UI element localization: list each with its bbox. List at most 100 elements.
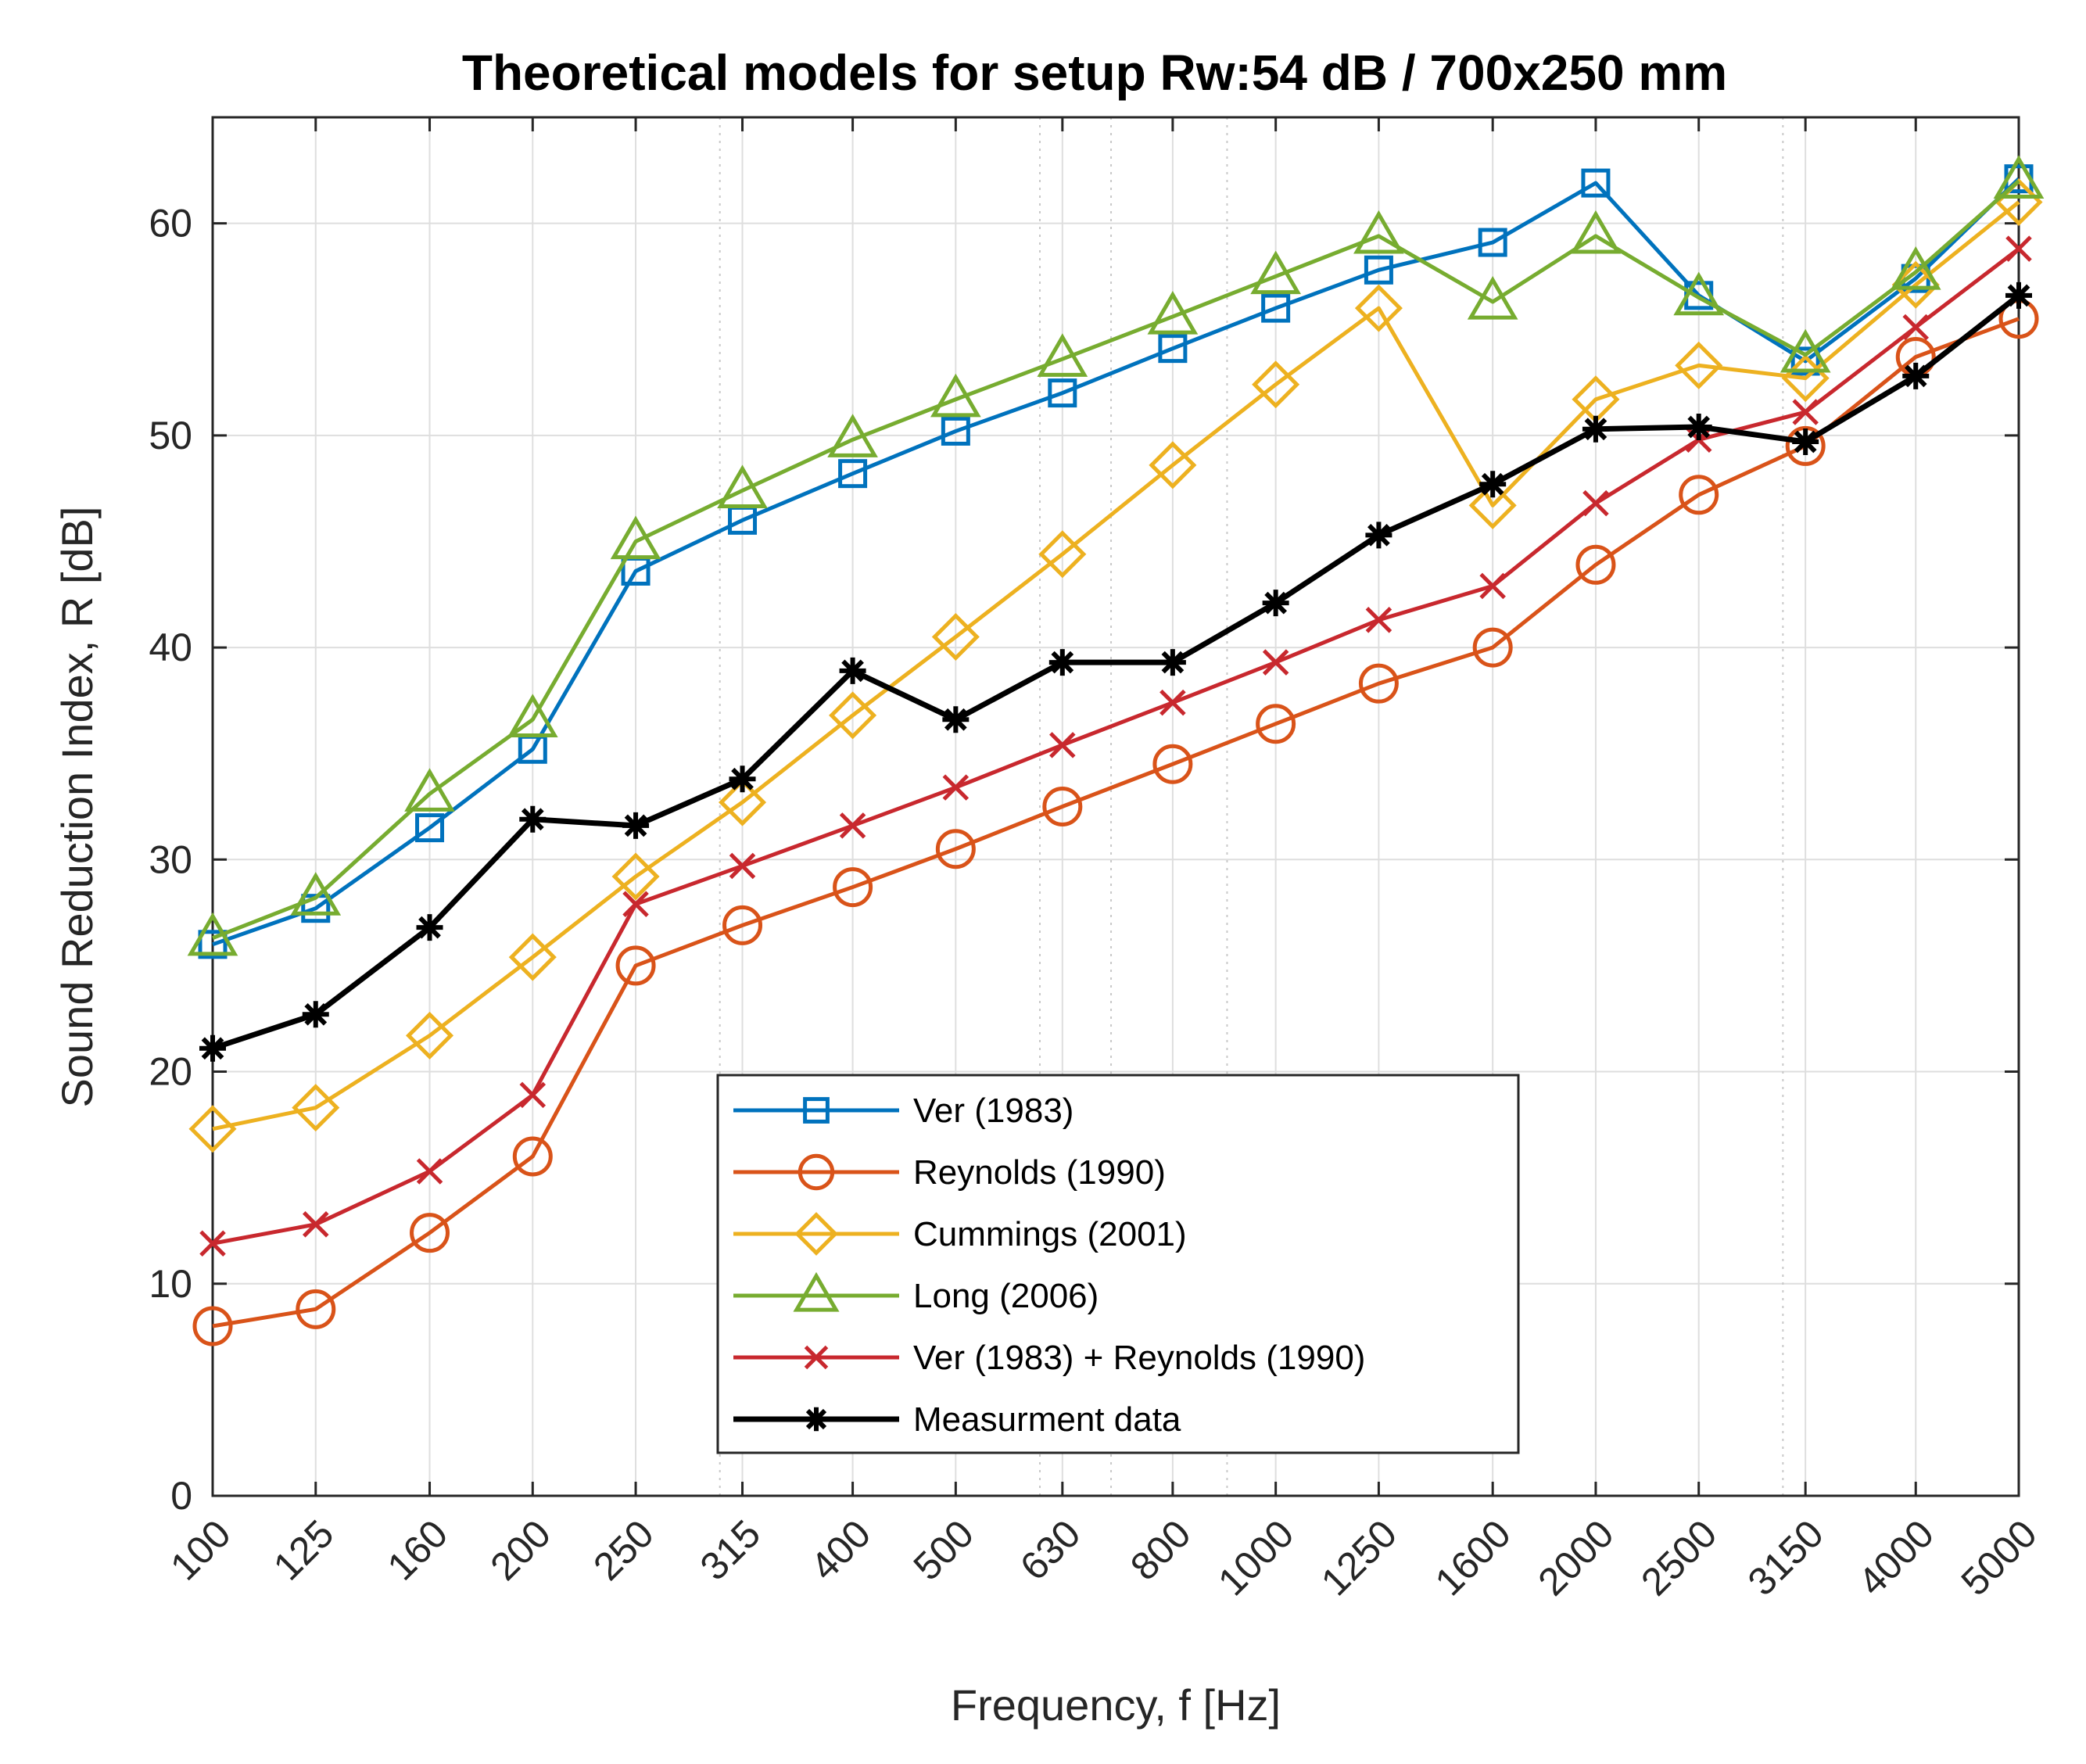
- legend-entry: Reynolds (1990): [733, 1153, 1166, 1192]
- legend-entry: Ver (1983) + Reynolds (1990): [733, 1339, 1365, 1377]
- data-point: [1252, 360, 1300, 409]
- data-point: [1478, 228, 1507, 257]
- data-point: [512, 1136, 553, 1177]
- y-axis-ticks: 0 10 20 30 40 50 60: [149, 202, 2019, 1518]
- legend-entry: Long (2006): [733, 1271, 1099, 1315]
- data-point: [729, 765, 756, 793]
- data-point: [410, 1213, 450, 1253]
- data-point: [1472, 627, 1513, 668]
- data-point: [1902, 314, 1930, 341]
- legend-entry: Cummings (2001): [733, 1212, 1187, 1256]
- data-point: [838, 459, 868, 489]
- data-point: [404, 768, 455, 812]
- y-axis-label: Sound Reduction Index, R [dB]: [52, 507, 102, 1108]
- data-point: [1149, 441, 1197, 489]
- data-point: [296, 1289, 336, 1329]
- x-tick-label: 125: [265, 1511, 342, 1589]
- data-point: [1365, 607, 1392, 633]
- data-point: [1679, 475, 1719, 515]
- data-point: [1261, 293, 1291, 323]
- data-point: [1890, 246, 1941, 290]
- data-point: [1467, 275, 1518, 320]
- legend-label: Reynolds (1990): [913, 1153, 1166, 1192]
- x-tick-label: 250: [585, 1511, 662, 1589]
- data-point: [722, 905, 763, 945]
- x-tick-label: 400: [802, 1511, 880, 1589]
- x-tick-label: 630: [1012, 1511, 1089, 1589]
- data-point: [302, 1001, 329, 1028]
- data-point: [718, 778, 767, 826]
- data-point: [290, 872, 342, 916]
- legend-marker: [803, 1097, 830, 1124]
- x-tick-label: 1600: [1427, 1511, 1519, 1604]
- legend-entry: Measurment data: [733, 1400, 1181, 1439]
- data-point: [1037, 333, 1088, 377]
- data-point: [1792, 428, 1819, 455]
- x-tick-label: 5000: [1953, 1511, 2045, 1604]
- series-1: [198, 164, 2034, 959]
- data-point: [2005, 235, 2032, 262]
- data-point: [1792, 399, 1819, 425]
- data-point: [1038, 530, 1087, 579]
- series-line: [212, 247, 2020, 1246]
- y-tick-label: 30: [149, 837, 192, 881]
- data-point: [1358, 663, 1399, 704]
- data-point: [729, 852, 756, 880]
- x-tick-label: 100: [162, 1511, 239, 1589]
- legend-marker: [794, 1212, 838, 1256]
- data-point: [1685, 413, 1712, 440]
- y-tick-label: 40: [149, 626, 192, 669]
- y-tick-label: 0: [170, 1474, 192, 1518]
- data-point: [622, 891, 649, 918]
- series-6: [199, 281, 2032, 1062]
- data-point: [1262, 590, 1289, 617]
- data-point: [1158, 334, 1188, 364]
- data-point: [1152, 744, 1193, 784]
- data-point: [508, 933, 557, 981]
- data-point: [1147, 290, 1199, 335]
- data-point: [1250, 250, 1301, 295]
- data-point: [405, 1011, 454, 1059]
- data-point: [1902, 362, 1930, 389]
- data-point: [1159, 649, 1186, 676]
- data-point: [1262, 649, 1289, 676]
- data-point: [1780, 328, 1831, 373]
- data-point: [416, 914, 443, 941]
- data-point: [942, 706, 970, 733]
- y-tick-label: 50: [149, 414, 192, 457]
- data-point: [198, 930, 228, 959]
- data-point: [611, 852, 660, 901]
- x-tick-label: 2500: [1633, 1511, 1725, 1604]
- x-tick-label: 800: [1122, 1511, 1199, 1589]
- series-4: [187, 155, 2045, 956]
- chart-title: Theoretical models for setup Rw:54 dB / …: [462, 45, 1727, 101]
- series-2: [192, 299, 2039, 1346]
- legend-label: Ver (1983) + Reynolds (1990): [913, 1339, 1365, 1377]
- legend-marker: [804, 1345, 829, 1370]
- data-point: [615, 945, 656, 986]
- data-point: [1479, 471, 1507, 498]
- legend: Ver (1983) Reynolds (1990) Cummings (2001)…: [716, 1074, 1520, 1454]
- legend-entry: Ver (1983): [733, 1092, 1073, 1130]
- data-point: [1675, 341, 1723, 389]
- data-point: [199, 1230, 226, 1257]
- data-point: [1365, 522, 1392, 549]
- data-point: [1364, 255, 1393, 285]
- data-point: [839, 657, 866, 684]
- data-point: [1479, 572, 1506, 600]
- data-point: [2005, 281, 2032, 309]
- x-tick-label: 315: [692, 1511, 769, 1589]
- x-tick-label: 3150: [1740, 1511, 1832, 1604]
- data-point: [507, 694, 558, 737]
- y-tick-label: 20: [149, 1050, 192, 1094]
- data-point: [519, 805, 547, 833]
- data-point: [1575, 544, 1616, 585]
- data-point: [1570, 210, 1622, 254]
- series-3: [188, 177, 2043, 1153]
- data-point: [1785, 425, 1826, 466]
- legend-label: Measurment data: [913, 1400, 1181, 1439]
- x-tick-label: 500: [905, 1511, 983, 1589]
- data-point: [1354, 284, 1403, 332]
- data-point: [192, 1306, 233, 1346]
